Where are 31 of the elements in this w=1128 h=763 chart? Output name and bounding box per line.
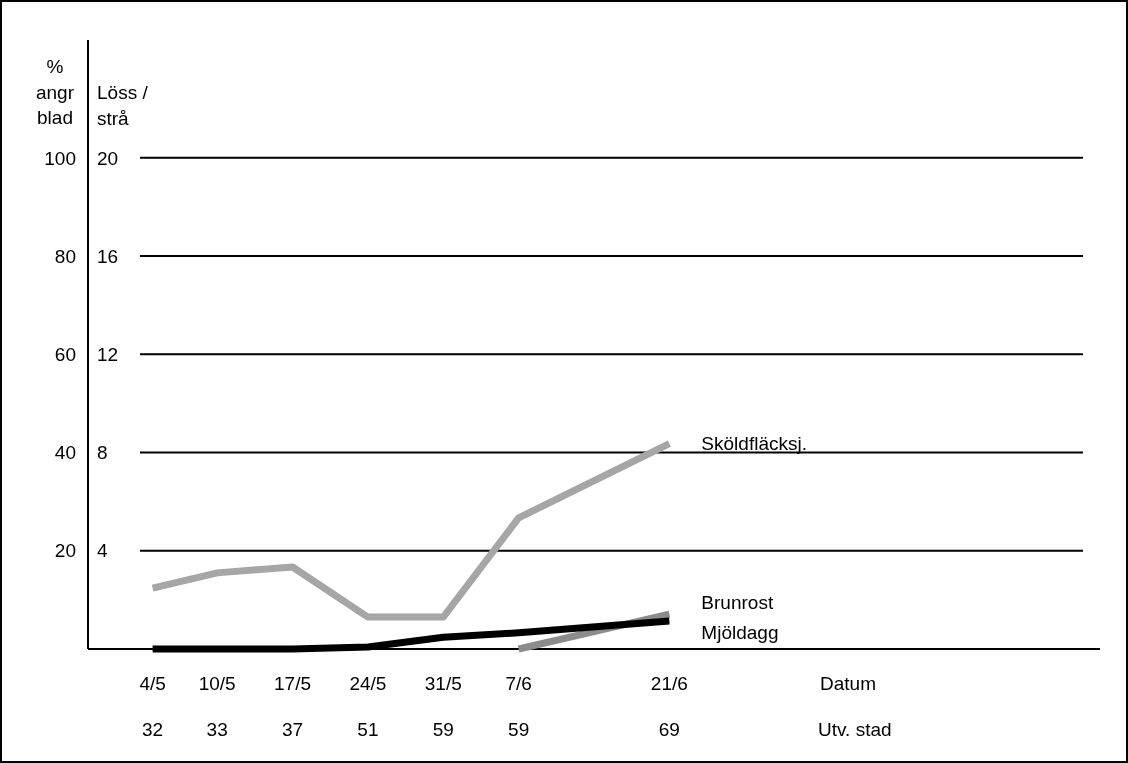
y-axis-title: % angr blad xyxy=(35,56,75,129)
x2-tick-label: 51 xyxy=(357,719,379,740)
x2-tick-label: 59 xyxy=(508,719,530,740)
y2-tick-label: 16 xyxy=(97,245,119,267)
y2-tick-label: 12 xyxy=(97,343,119,365)
y-tick-label: 40 xyxy=(54,442,76,464)
y2-tick-label: 8 xyxy=(97,442,108,464)
x-tick-label: 10/5 xyxy=(198,673,236,694)
y2-axis-title: Löss / strå xyxy=(97,82,149,129)
x2-tick-label: 37 xyxy=(281,719,304,740)
x-tick-label: 4/5 xyxy=(139,673,166,694)
x-tick-label: 7/6 xyxy=(505,673,532,694)
x-tick-label: 17/5 xyxy=(274,673,312,694)
series-label: Brunrost xyxy=(701,592,774,614)
x2-tick-label: 69 xyxy=(658,719,680,740)
x-axis-title: Datum xyxy=(820,673,876,694)
y2-tick-label: 4 xyxy=(97,540,108,562)
y-tick-label: 80 xyxy=(54,245,76,267)
y-tick-label: 60 xyxy=(54,343,76,365)
series-label: Mjöldagg xyxy=(701,622,779,644)
series-label: Sköldfläcksj. xyxy=(701,433,807,455)
x-tick-label: 24/5 xyxy=(349,673,387,694)
x2-tick-label: 33 xyxy=(206,719,228,740)
x-tick-label: 31/5 xyxy=(424,673,462,694)
x2-tick-label: 59 xyxy=(432,719,454,740)
y-tick-label: 100 xyxy=(44,147,76,169)
y2-tick-label: 20 xyxy=(97,147,119,169)
x2-axis-title: Utv. stad xyxy=(818,719,892,740)
y-tick-label: 20 xyxy=(54,540,76,562)
x-tick-label: 21/6 xyxy=(650,673,688,694)
x2-tick-label: 32 xyxy=(142,719,164,740)
